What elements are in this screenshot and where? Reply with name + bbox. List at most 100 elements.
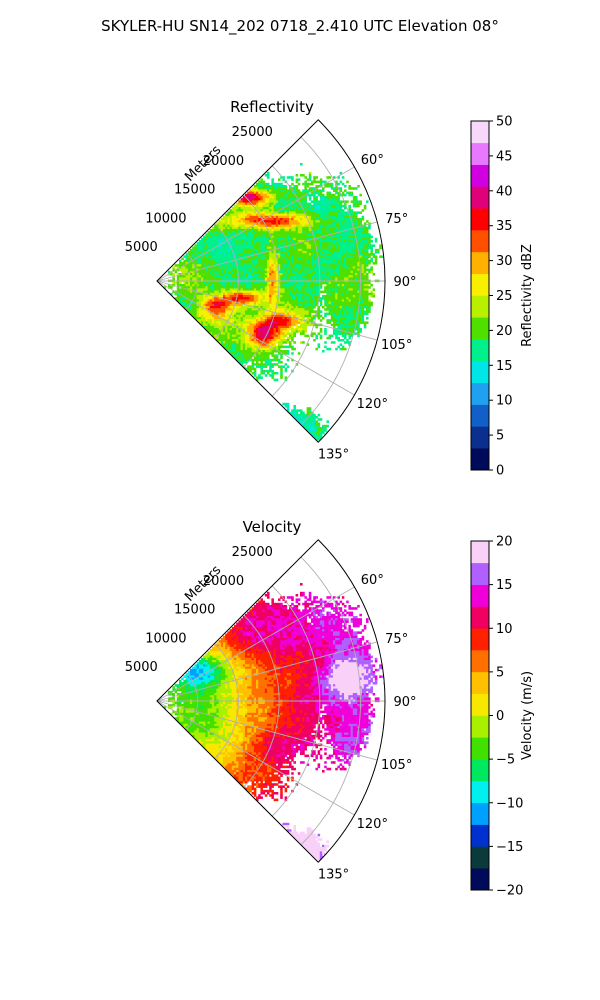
echo-cell <box>311 248 314 252</box>
echo-cell <box>337 244 340 247</box>
echo-cell <box>223 308 226 311</box>
echo-cell <box>366 231 369 234</box>
echo-cell <box>214 328 217 331</box>
echo-cell <box>192 251 195 254</box>
echo-cell <box>190 297 193 300</box>
echo-cell <box>269 288 272 291</box>
echo-cell <box>262 224 266 228</box>
echo-cell <box>352 284 356 287</box>
echo-cell <box>249 259 252 263</box>
echo-cell <box>361 273 365 276</box>
echo-cell <box>352 292 356 296</box>
echo-cell <box>302 323 305 327</box>
echo-cell <box>223 224 226 228</box>
echo-cell <box>260 259 263 263</box>
echo-cell <box>249 202 252 206</box>
echo-cell <box>209 257 213 261</box>
echo-cell <box>297 222 301 225</box>
echo-cell <box>238 209 241 212</box>
echo-cell <box>260 295 263 298</box>
echo-cell <box>251 229 255 232</box>
echo-cell <box>295 235 299 239</box>
echo-cell <box>335 253 338 256</box>
echo-cell <box>201 268 204 272</box>
echo-cell <box>300 321 303 324</box>
echo-cell <box>282 303 285 307</box>
echo-cell <box>269 231 272 234</box>
echo-cell <box>238 207 241 210</box>
echo-cell <box>196 262 200 265</box>
echo-cell <box>278 231 281 234</box>
echo-cell <box>238 262 241 265</box>
echo-cell <box>306 248 310 252</box>
echo-cell <box>209 246 213 250</box>
echo-cell <box>317 251 321 254</box>
echo-cell <box>225 314 228 318</box>
echo-cell <box>234 226 237 230</box>
echo-cell <box>308 187 312 190</box>
echo-cell <box>295 185 299 188</box>
echo-cell <box>201 264 204 267</box>
echo-cell <box>207 288 211 291</box>
echo-cell <box>322 202 325 206</box>
echo-cell <box>218 325 222 329</box>
echo-cell <box>229 235 233 239</box>
echo-cell <box>359 310 362 313</box>
echo-cell <box>264 303 268 307</box>
echo-cell <box>192 312 195 316</box>
echo-cell <box>306 242 310 245</box>
echo-cell <box>333 297 336 300</box>
echo-cell <box>328 264 332 267</box>
echo-cell <box>300 209 303 212</box>
echo-cell <box>251 237 255 241</box>
echo-cell <box>245 301 248 305</box>
echo-cell <box>319 213 323 217</box>
echo-cell <box>352 204 356 208</box>
echo-cell <box>264 262 268 265</box>
echo-cell <box>359 248 362 252</box>
echo-cell <box>355 218 358 221</box>
echo-cell <box>289 308 292 311</box>
echo-cell <box>293 314 296 318</box>
echo-cell <box>247 281 250 285</box>
echo-cell <box>275 284 279 287</box>
echo-cell <box>262 255 266 258</box>
echo-cell <box>280 317 283 320</box>
echo-cell <box>251 268 255 272</box>
echo-cell <box>282 242 285 245</box>
echo-cell <box>282 226 285 230</box>
echo-cell <box>324 281 327 285</box>
echo-cell <box>192 266 195 269</box>
echo-cell <box>348 328 351 331</box>
echo-cell <box>357 222 360 225</box>
echo-cell <box>302 257 305 261</box>
echo-cell <box>218 323 222 327</box>
echo-cell <box>231 268 235 272</box>
echo-cell <box>249 213 252 217</box>
echo-cell <box>322 207 325 210</box>
echo-cell <box>251 244 255 247</box>
echo-cell <box>262 328 266 331</box>
echo-cell <box>315 290 318 294</box>
echo-cell <box>256 266 259 269</box>
echo-cell <box>271 222 274 225</box>
echo-cell <box>267 187 270 190</box>
echo-cell <box>216 270 219 274</box>
echo-cell <box>260 288 263 291</box>
echo-cell <box>251 281 255 285</box>
echo-cell <box>308 202 312 206</box>
echo-cell <box>227 301 230 305</box>
echo-cell <box>280 226 283 230</box>
echo-cell <box>181 257 184 261</box>
echo-cell <box>181 268 184 272</box>
echo-cell <box>344 299 347 302</box>
echo-cell <box>293 213 296 217</box>
echo-cell <box>231 231 235 234</box>
echo-cell <box>304 308 307 311</box>
echo-cell <box>324 275 327 278</box>
echo-cell <box>361 229 365 232</box>
echo-cell <box>304 207 307 210</box>
echo-cell <box>357 317 360 320</box>
echo-cell <box>247 215 250 219</box>
echo-cell <box>218 235 222 239</box>
